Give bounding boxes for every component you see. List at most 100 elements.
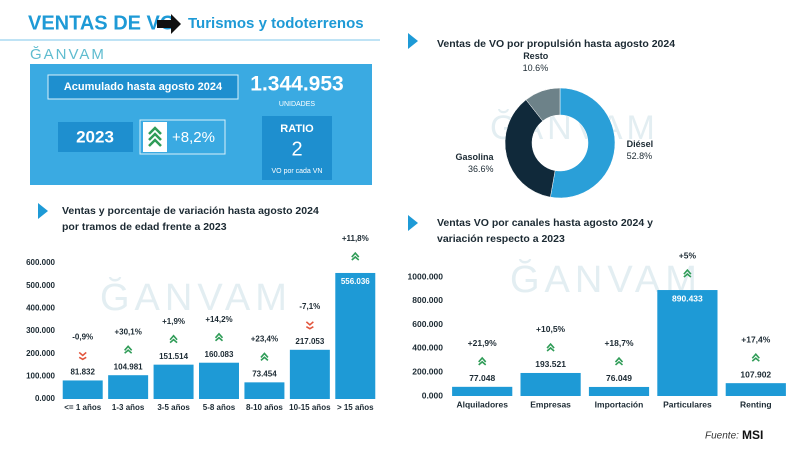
variation-icon <box>305 321 314 330</box>
y-tick-label: 800.000 <box>412 295 443 305</box>
value-label: 76.049 <box>606 373 632 383</box>
value-label: 104.981 <box>114 362 143 371</box>
bar <box>108 375 149 399</box>
variation-label: +10,5% <box>536 324 566 334</box>
variation-label: +18,7% <box>604 338 634 348</box>
ratio-note: VO por cada VN <box>272 168 323 175</box>
variation-icon <box>683 268 692 278</box>
variation-icon <box>214 332 224 342</box>
value-label: 556.036 <box>341 277 370 286</box>
value-label: 81.832 <box>70 368 95 377</box>
variation-icon <box>751 353 760 362</box>
summary-label: Acumulado hasta agosto 2024 <box>64 81 223 93</box>
logo: ĞANVAM <box>30 46 106 63</box>
x-tick-label: 10-15 años <box>289 403 331 412</box>
bar <box>199 362 239 399</box>
x-tick-label: <= 1 años <box>64 403 101 412</box>
bar <box>520 372 581 396</box>
ratio-title: RATIO <box>280 123 314 135</box>
variation-icon <box>546 342 555 352</box>
variation-icon <box>148 126 162 147</box>
variation-label: +23,4% <box>251 334 278 343</box>
watermark: ĞANVAM <box>100 275 292 319</box>
ratio-box <box>262 116 332 180</box>
variation-label: +1,9% <box>162 317 185 326</box>
donut-slice <box>550 87 616 199</box>
value-label: 217.053 <box>295 337 324 346</box>
value-label: 151.514 <box>159 352 188 361</box>
page-subtitle: Turismos y todoterrenos <box>188 15 364 32</box>
summary-year: 2023 <box>76 127 114 146</box>
ratio-value: 2 <box>291 138 302 160</box>
variation-icon <box>78 351 87 361</box>
section-marker <box>38 203 48 219</box>
source-logo: MSI <box>742 428 763 442</box>
value-label: 107.902 <box>740 369 771 379</box>
y-tick-label: 600.000 <box>412 319 443 329</box>
slice-value: 52.8% <box>627 151 653 161</box>
value-label: 193.521 <box>535 359 566 369</box>
slice-value: 36.6% <box>468 164 494 174</box>
variation-label: +17,4% <box>741 334 771 344</box>
bar <box>153 364 194 399</box>
slice-label: Diésel <box>627 139 654 149</box>
x-tick-label: 8-10 años <box>246 403 283 412</box>
slice-value: 10.6% <box>523 63 549 73</box>
chart-title: Ventas y porcentaje de variación hasta a… <box>62 205 319 233</box>
variation-icon <box>124 345 133 354</box>
y-tick-label: 500.000 <box>26 281 55 290</box>
bar <box>725 383 786 396</box>
y-tick-label: 200.000 <box>412 366 443 376</box>
x-tick-label: Importación <box>595 399 644 409</box>
chart-title: Ventas VO por canales hasta agosto 2024 … <box>437 217 653 245</box>
chart-title: Ventas de VO por propulsión hasta agosto… <box>437 38 676 50</box>
section-marker <box>408 33 418 49</box>
x-tick-label: > 15 años <box>337 403 374 412</box>
y-tick-label: 0.000 <box>422 390 444 400</box>
x-tick-label: 5-8 años <box>203 403 236 412</box>
variation-box <box>139 119 226 155</box>
donut-slice <box>504 99 556 198</box>
y-tick-label: 400.000 <box>412 343 443 353</box>
variation-icon <box>614 356 624 366</box>
y-tick-label: 0.000 <box>35 394 56 403</box>
summary-total: 1.344.953 <box>250 73 343 96</box>
summary-variation: +8,2% <box>172 129 215 146</box>
value-label: 73.454 <box>252 369 277 378</box>
variation-icon <box>260 352 269 361</box>
variation-label: +30,1% <box>114 327 141 336</box>
section-marker <box>408 215 418 231</box>
variation-label: +11,8% <box>342 234 369 243</box>
summary-label-box <box>47 74 239 100</box>
page-title: VENTAS DE VO <box>28 12 175 34</box>
slice-label: Gasolina <box>456 152 495 162</box>
value-label: 890.433 <box>672 293 703 303</box>
bar <box>289 349 330 399</box>
y-tick-label: 100.000 <box>26 371 55 380</box>
x-tick-label: Alquiladores <box>456 399 508 409</box>
x-tick-label: 3-5 años <box>157 403 190 412</box>
y-tick-label: 400.000 <box>26 303 55 312</box>
donut-slice <box>525 87 561 122</box>
variation-icon <box>478 356 487 366</box>
variation-label: -0,9% <box>72 333 93 342</box>
variation-label: +5% <box>679 250 697 260</box>
variation-label: +14,2% <box>205 315 232 324</box>
value-label: 160.083 <box>205 350 234 359</box>
y-tick-label: 300.000 <box>26 326 55 335</box>
variation-label: +21,9% <box>468 338 498 348</box>
y-tick-label: 200.000 <box>26 349 55 358</box>
y-tick-label: 600.000 <box>26 258 55 267</box>
x-tick-label: Renting <box>740 399 772 409</box>
bar <box>335 272 376 399</box>
x-tick-label: 1-3 años <box>112 403 145 412</box>
bar <box>657 290 718 396</box>
arrow-icon <box>157 14 181 34</box>
variation-label: -7,1% <box>299 302 320 311</box>
bar <box>62 380 103 399</box>
y-tick-label: 1000.000 <box>408 271 444 281</box>
x-tick-label: Particulares <box>663 399 712 409</box>
bar <box>588 386 650 396</box>
